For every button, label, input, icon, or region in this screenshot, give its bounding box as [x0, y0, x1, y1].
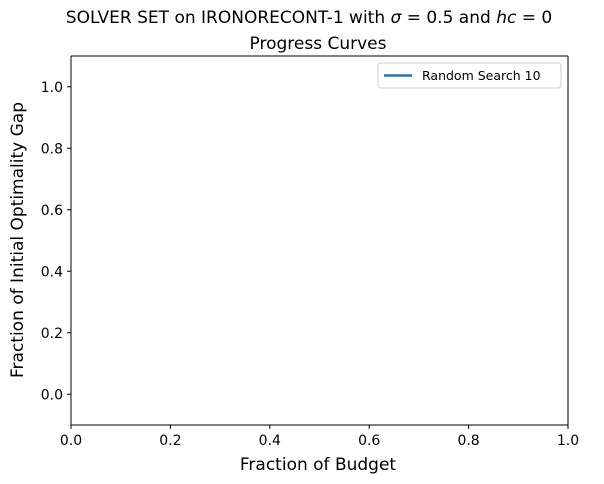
x-tick-label: 0.0: [60, 433, 82, 449]
y-tick-label: 0.4: [41, 264, 63, 280]
y-tick-label: 0.6: [41, 203, 63, 219]
legend: Random Search 10: [377, 62, 562, 89]
y-tick-label: 0.2: [41, 326, 63, 342]
x-tick-label: 0.6: [358, 433, 380, 449]
x-tick-label: 1.0: [557, 433, 579, 449]
x-axis-ticks: 0.0 0.2 0.4 0.6 0.8 1.0: [60, 425, 579, 449]
legend-label-random-search-10: Random Search 10: [422, 68, 541, 83]
y-axis-label: Fraction of Initial Optimality Gap: [8, 102, 28, 378]
plot-frame: [70, 55, 569, 426]
legend-box: [377, 62, 562, 89]
chart-title: SOLVER SET on IRONORECONT-1 with σ = 0.5…: [66, 8, 552, 28]
x-tick-label: 0.8: [457, 433, 479, 449]
y-axis-ticks: 0.0 0.2 0.4 0.6 0.8 1.0: [41, 80, 71, 403]
y-tick-label: 1.0: [41, 80, 63, 96]
x-axis-label: Fraction of Budget: [240, 455, 397, 475]
plot-area: [71, 56, 568, 425]
x-tick-label: 0.4: [259, 433, 281, 449]
y-tick-label: 0.0: [41, 387, 63, 403]
x-tick-label: 0.2: [159, 433, 181, 449]
y-tick-label: 0.8: [41, 141, 63, 157]
chart-subtitle: Progress Curves: [250, 34, 387, 54]
